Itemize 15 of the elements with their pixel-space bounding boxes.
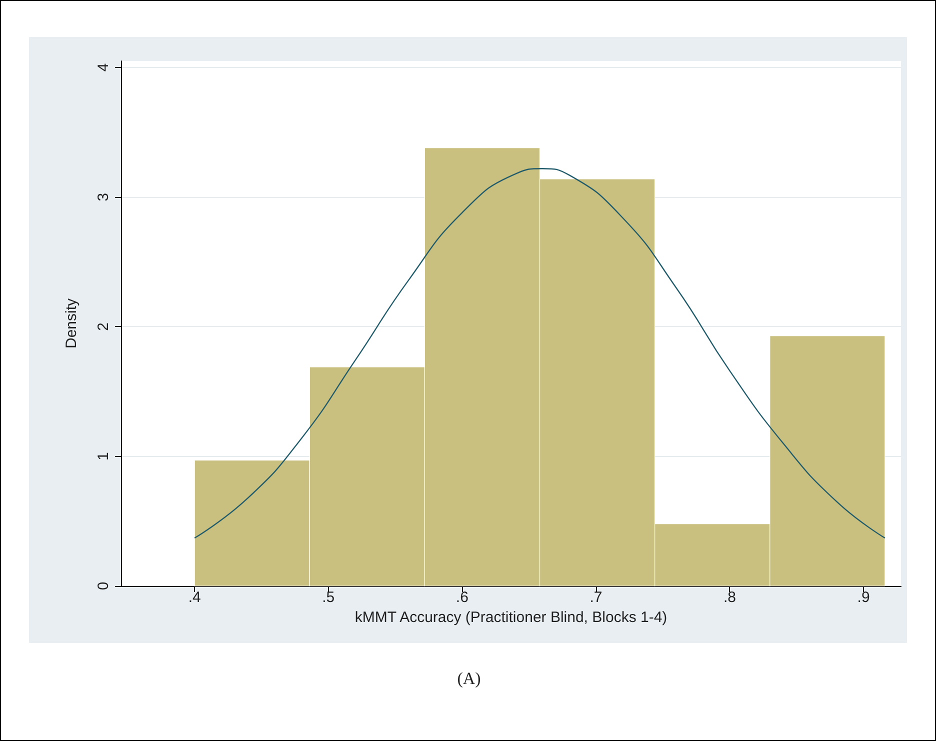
text: (A) bbox=[456, 669, 482, 689]
y-tick-label: 4 bbox=[95, 63, 112, 72]
x-tick-label: .8 bbox=[723, 589, 736, 606]
x-tick-label: .9 bbox=[857, 589, 870, 606]
x-axis-title: kMMT Accuracy (Practitioner Blind, Blocks 1-4) bbox=[354, 608, 668, 626]
y-tick-label: 3 bbox=[95, 192, 112, 202]
x-tick-label: .5 bbox=[322, 589, 335, 606]
x-tick-label: .6 bbox=[456, 589, 468, 606]
y-tick-label: 2 bbox=[95, 322, 112, 331]
y-tick-label: 0 bbox=[95, 582, 112, 590]
x-tick-label: .4 bbox=[188, 589, 201, 606]
y-tick-label: 1 bbox=[95, 452, 112, 461]
x-tick-label: .7 bbox=[590, 589, 602, 606]
line-series bbox=[194, 168, 886, 539]
y-axis-title: Density bbox=[63, 298, 80, 349]
